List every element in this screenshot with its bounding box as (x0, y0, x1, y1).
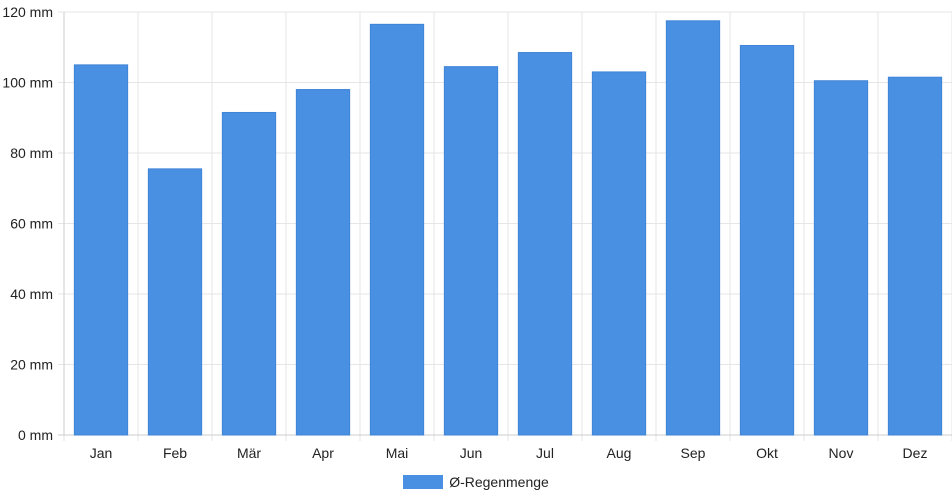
x-tick-label: Jan (90, 445, 113, 461)
bar-apr (295, 89, 351, 436)
bar-nov (813, 80, 869, 436)
bar-feb (147, 168, 203, 436)
y-tick-label: 0 mm (18, 427, 53, 443)
rainfall-bar-chart: 0 mm 20 mm 40 mm 60 mm 80 mm 100 mm 120 mm Jan… (2, 4, 952, 461)
y-tick-label: 120 mm (2, 4, 53, 20)
x-tick-label: Mär (237, 445, 261, 461)
x-tick-label: Feb (163, 445, 187, 461)
y-tick-label: 40 mm (10, 286, 53, 302)
x-tick-label: Dez (903, 445, 928, 461)
x-tick-label: Jul (536, 445, 554, 461)
x-tick-label: Okt (756, 445, 778, 461)
y-tick-label: 80 mm (10, 145, 53, 161)
y-tick-label: 100 mm (2, 75, 53, 91)
x-tick-label: Nov (829, 445, 854, 461)
bar-mär (221, 111, 277, 436)
bar-okt (739, 44, 795, 436)
bar-jul (517, 52, 573, 436)
y-tick-label: 20 mm (10, 357, 53, 373)
x-tick-label: Sep (681, 445, 706, 461)
x-axis-ticks: Jan Feb Mär Apr Mai Jun Jul Aug Sep Okt Nov Dez (90, 445, 928, 461)
y-axis-ticks: 0 mm 20 mm 40 mm 60 mm 80 mm 100 mm 120 mm (2, 4, 53, 443)
x-tick-label: Apr (312, 445, 334, 461)
x-tick-label: Aug (607, 445, 632, 461)
bar-jan (73, 64, 129, 436)
y-tick-label: 60 mm (10, 216, 53, 232)
bar-jun (443, 66, 499, 436)
bar-series (73, 20, 943, 436)
x-tick-label: Mai (386, 445, 409, 461)
legend-label: Ø-Regenmenge (449, 474, 549, 490)
bar-sep (665, 20, 721, 436)
bar-dez (887, 76, 943, 436)
bar-aug (591, 71, 647, 436)
bar-mai (369, 23, 425, 436)
grid-lines (58, 11, 952, 441)
x-tick-label: Jun (460, 445, 483, 461)
legend-swatch (403, 475, 444, 489)
legend: Ø-Regenmenge (0, 472, 952, 492)
